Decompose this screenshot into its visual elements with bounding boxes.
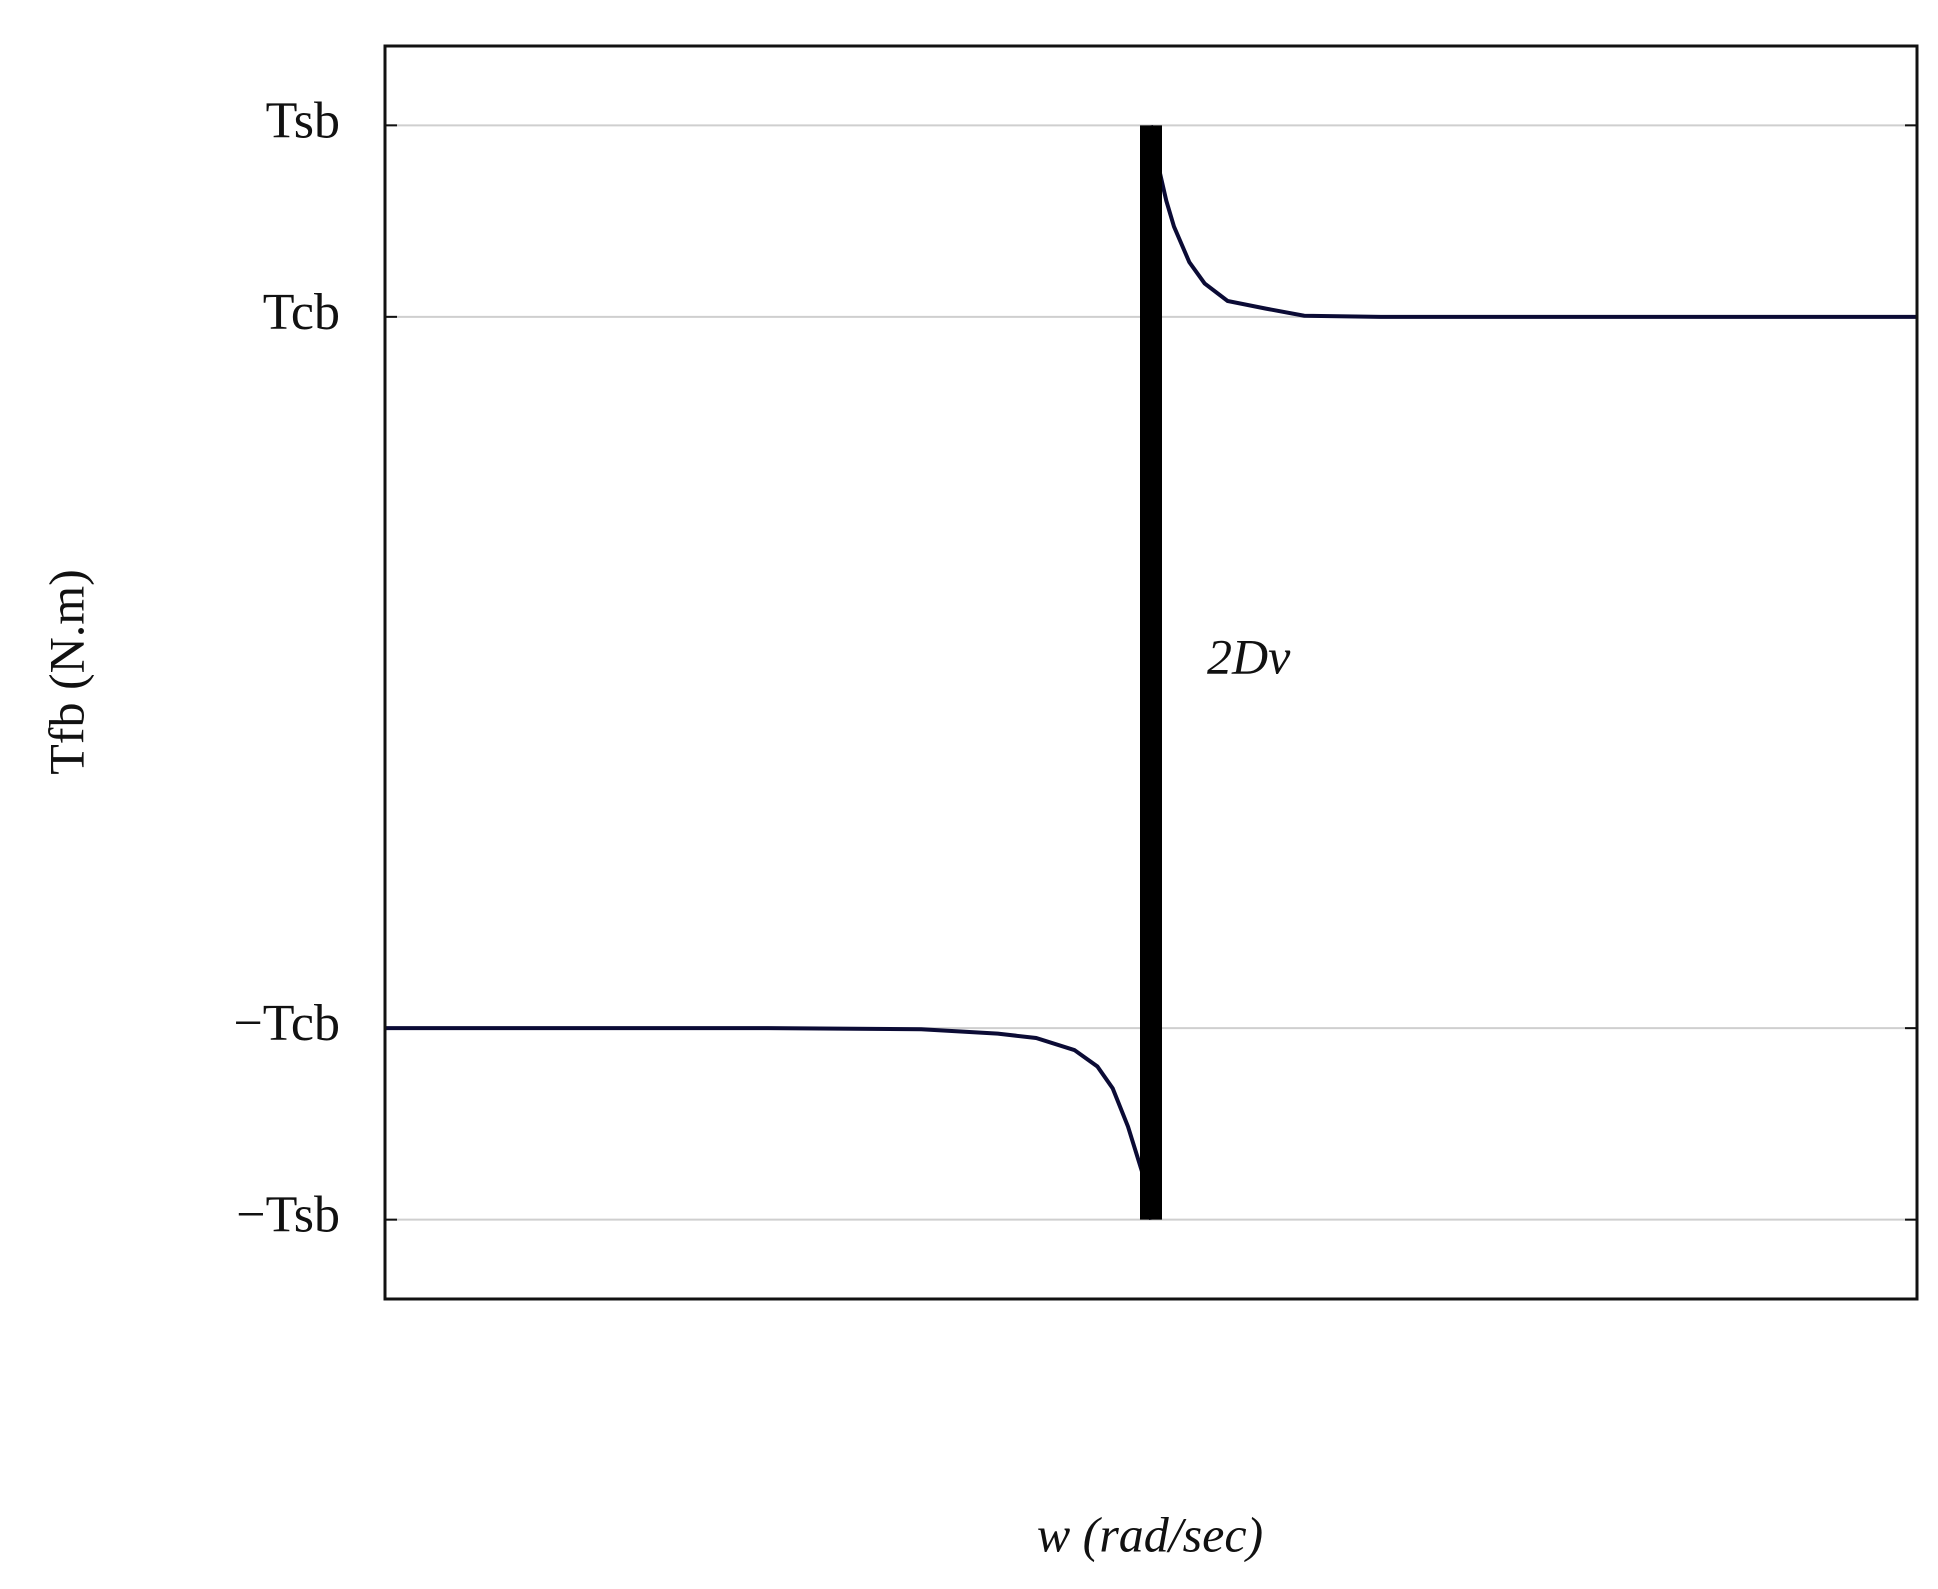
y-tick-label: −Tcb xyxy=(233,995,340,1052)
y-tick-label: Tsb xyxy=(266,92,340,149)
y-tick-label: Tcb xyxy=(263,284,340,341)
plot-frame xyxy=(383,44,1919,1301)
series-line xyxy=(385,124,1917,1221)
annotation: 2Dv xyxy=(1207,628,1291,684)
x-axis-label: w (rad/sec) xyxy=(1037,1506,1263,1562)
y-axis-label: Tfb (N.m) xyxy=(38,569,94,775)
y-tick-label: −Tsb xyxy=(236,1187,340,1244)
